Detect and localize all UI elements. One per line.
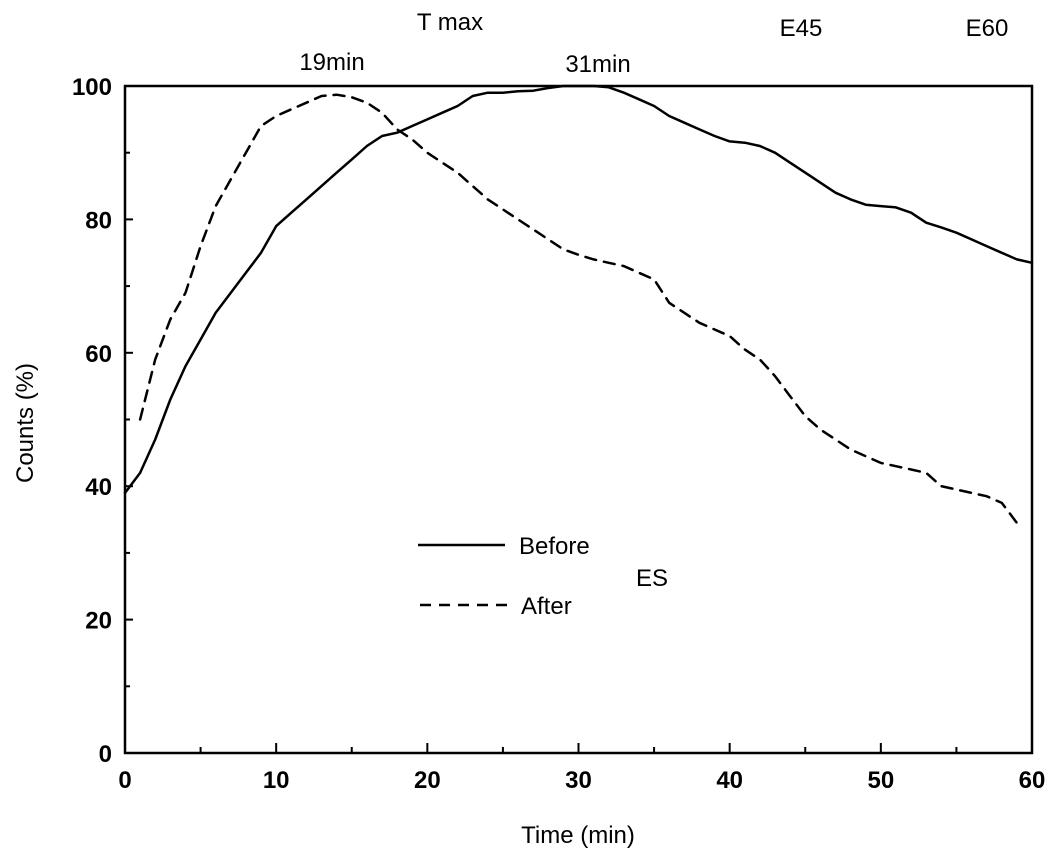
series-line-before [123, 84, 1034, 495]
x-tick-label: 30 [565, 767, 592, 794]
series-lines [123, 84, 1034, 525]
peak-before-label: 31min [565, 51, 630, 78]
y-tick-label: 40 [85, 474, 112, 501]
y-tick-label: 100 [72, 74, 112, 101]
x-tick-label: 50 [867, 767, 894, 794]
plot-frame-border [123, 84, 1034, 755]
legend-after-label: After [521, 593, 572, 620]
y-axis: 0 20 40 60 80 100 [72, 74, 133, 768]
y-axis-title: Counts (%) [12, 363, 39, 483]
e45-label: E45 [780, 15, 823, 42]
x-tick-label: 10 [263, 767, 290, 794]
x-axis-title: Time (min) [521, 822, 635, 849]
x-tick-label: 40 [716, 767, 743, 794]
legend-before-label: Before [519, 533, 590, 560]
es-label: ES [636, 565, 668, 592]
y-tick-label: 80 [85, 207, 112, 234]
x-tick-label: 0 [118, 767, 131, 794]
series-line-after [138, 93, 1019, 525]
e60-label: E60 [966, 15, 1009, 42]
legend: Before After ES [418, 533, 668, 620]
peak-after-label: 19min [299, 49, 364, 76]
x-tick-label: 20 [414, 767, 441, 794]
plot-frame [123, 84, 1034, 755]
y-tick-label: 60 [85, 341, 112, 368]
y-tick-label: 20 [85, 608, 112, 635]
x-axis: 0 10 20 30 40 50 60 [118, 743, 1045, 794]
tmax-label: T max [417, 9, 483, 36]
y-tick-label: 0 [99, 741, 112, 768]
x-tick-label: 60 [1019, 767, 1046, 794]
